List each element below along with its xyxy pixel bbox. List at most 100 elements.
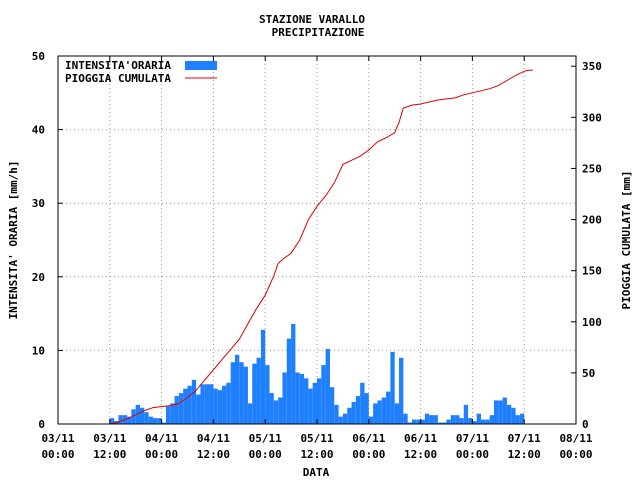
bar [338, 416, 343, 424]
x-tick-label-date: 05/11 [300, 432, 333, 445]
bar [455, 415, 460, 424]
legend-swatch-intensita-oraria [185, 61, 217, 70]
y-axis-right-ticks: 0 50 100 150 200 250 300 350 [571, 60, 602, 431]
bar [127, 416, 132, 424]
bar [364, 393, 369, 424]
bar [204, 384, 210, 424]
bar [118, 415, 123, 424]
bar [450, 415, 456, 424]
bar [472, 421, 477, 424]
bar [342, 413, 348, 424]
bar [252, 363, 257, 424]
x-tick-label-date: 03/11 [41, 432, 74, 445]
bar [178, 393, 184, 424]
y-left-tick-label: 50 [32, 50, 45, 63]
bar [416, 419, 421, 424]
bar [260, 329, 266, 424]
bar [468, 418, 473, 424]
chart-title: STAZIONE VARALLO [259, 13, 365, 26]
y-left-tick-label: 40 [32, 124, 45, 137]
x-tick-label-date: 04/11 [197, 432, 230, 445]
bar [381, 397, 387, 424]
bar [360, 382, 365, 424]
y-left-tick-label: 20 [32, 271, 45, 284]
y-right-tick-label: 250 [582, 162, 602, 175]
bar [217, 390, 223, 424]
bar [191, 379, 197, 424]
bar [174, 396, 179, 424]
bar [377, 400, 382, 424]
bar [269, 393, 274, 424]
x-tick-label-time: 00:00 [352, 448, 385, 461]
bar [334, 404, 339, 424]
bar [247, 403, 253, 424]
x-tick-label-date: 08/11 [559, 432, 592, 445]
x-tick-label-date: 03/11 [93, 432, 126, 445]
x-tick-label-time: 00:00 [145, 448, 178, 461]
bar [295, 372, 300, 424]
x-tick-label-date: 06/11 [352, 432, 385, 445]
x-tick-label-time: 00:00 [559, 448, 592, 461]
x-tick-label-date: 07/11 [508, 432, 541, 445]
x-tick-label-date: 04/11 [145, 432, 178, 445]
bar [256, 357, 261, 424]
bar [515, 415, 520, 424]
bar [420, 419, 425, 424]
bar [131, 409, 136, 424]
cumulative-rain-line [109, 69, 533, 425]
bar [506, 404, 512, 424]
bar [519, 413, 525, 424]
bar [317, 378, 322, 424]
bar [187, 385, 192, 424]
x-tick-label-time: 00:00 [41, 448, 74, 461]
x-tick-label-date: 06/11 [404, 432, 437, 445]
bar [403, 413, 408, 424]
bar [424, 413, 430, 424]
bar-series-intensita-oraria [109, 323, 525, 424]
bar [165, 406, 171, 424]
bar [144, 412, 149, 424]
bar [476, 413, 482, 424]
bar [411, 419, 417, 424]
bar [109, 418, 115, 424]
bar [278, 397, 283, 424]
y-right-tick-label: 300 [582, 111, 602, 124]
x-axis-label: DATA [303, 466, 330, 479]
y-left-tick-label: 10 [32, 344, 45, 357]
bar [282, 372, 287, 424]
bar [437, 422, 443, 424]
bar [312, 382, 317, 424]
bar [196, 394, 201, 424]
bar [183, 388, 188, 424]
bar [239, 362, 244, 424]
x-tick-label-date: 07/11 [456, 432, 489, 445]
bar [442, 422, 447, 424]
bar [511, 407, 516, 424]
y-right-tick-label: 50 [582, 367, 595, 380]
bar [308, 388, 313, 424]
bar [222, 385, 227, 424]
x-tick-label-date: 05/11 [249, 432, 282, 445]
bar [161, 422, 166, 424]
bar [347, 407, 352, 424]
x-axis-ticks: 03/11 00:00 03/11 12:00 04/11 00:00 04/11 12:00… [41, 56, 593, 461]
y-right-tick-label: 350 [582, 60, 602, 73]
bar [286, 338, 292, 424]
bar [407, 422, 412, 424]
bar [485, 419, 490, 424]
bar [498, 400, 503, 424]
y-left-tick-label: 30 [32, 197, 45, 210]
x-tick-label-time: 12:00 [93, 448, 126, 461]
bar [135, 404, 141, 424]
bar [200, 384, 205, 424]
bar [234, 354, 240, 424]
bar [157, 418, 162, 424]
bar [213, 388, 218, 424]
bar [481, 419, 486, 424]
bar [394, 403, 400, 424]
x-tick-label-time: 12:00 [197, 448, 230, 461]
bar [489, 415, 494, 424]
x-tick-label-time: 00:00 [456, 448, 489, 461]
bar [291, 323, 296, 424]
legend: INTENSITA'ORARIA PIOGGIA CUMULATA [65, 59, 217, 85]
